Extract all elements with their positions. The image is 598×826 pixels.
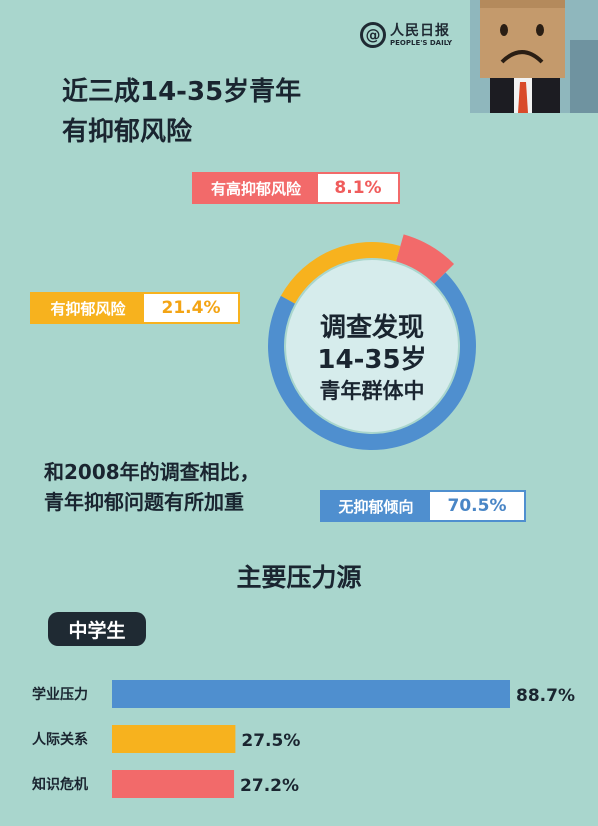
bar-category-label: 知识危机 [32, 776, 88, 793]
bar-3 [112, 770, 235, 798]
paper-bag-person-photo [470, 0, 598, 113]
bar-value-label: 88.7% [516, 686, 575, 706]
group-label-pill: 中学生 [48, 612, 146, 646]
donut-chart [268, 234, 476, 450]
donut-center-text: 调查发现 14-35岁 青年群体中 [281, 312, 463, 406]
donut-slice-2 [280, 242, 401, 304]
high-risk-value: 8.1% [318, 174, 398, 202]
center-line-3: 青年群体中 [319, 379, 425, 403]
people-daily-logo: @ 人民日报 PEOPLE'S DAILY [360, 22, 452, 48]
bar-category-label: 学业压力 [32, 686, 88, 703]
comparison-line-1: 和2008年的调查相比， [44, 460, 260, 484]
risk-value: 21.4% [144, 294, 238, 322]
high-risk-label: 有高抑郁风险 [194, 174, 318, 202]
comparison-note: 和2008年的调查相比， 青年抑郁问题有所加重 [44, 457, 260, 517]
headline-line-2: 有抑郁风险 [62, 117, 193, 147]
bar-value-label: 27.2% [240, 776, 299, 796]
high-risk-tag: 有高抑郁风险 8.1% [192, 172, 400, 204]
risk-label: 有抑郁风险 [32, 294, 144, 322]
stress-bar-chart: 学业压力 88.7% 人际关系 27.5% 知识危机 27.2% [32, 680, 575, 798]
comparison-line-2: 青年抑郁问题有所加重 [44, 490, 244, 514]
bar-value-label: 27.5% [241, 731, 300, 751]
bar-1 [112, 680, 510, 708]
donut-slice-1 [396, 234, 455, 284]
no-risk-tag: 无抑郁倾向 70.5% [320, 490, 526, 522]
at-icon: @ [360, 22, 386, 48]
logo-title: 人民日报 [390, 22, 450, 39]
risk-tag: 有抑郁风险 21.4% [30, 292, 240, 324]
center-line-1: 调查发现 [319, 313, 424, 343]
no-risk-value: 70.5% [430, 492, 524, 520]
headline-line-1: 近三成14-35岁青年 [62, 77, 302, 107]
donut-slice-3 [268, 272, 476, 450]
section-title: 主要压力源 [236, 563, 362, 592]
bar-category-label: 人际关系 [32, 731, 88, 748]
no-risk-label: 无抑郁倾向 [322, 492, 430, 520]
bar-2 [112, 725, 236, 753]
donut-center-disc [286, 260, 458, 432]
logo-subtitle: PEOPLE'S DAILY [390, 38, 453, 47]
headline: 近三成14-35岁青年 有抑郁风险 [62, 72, 301, 152]
center-line-2: 14-35岁 [317, 345, 427, 375]
